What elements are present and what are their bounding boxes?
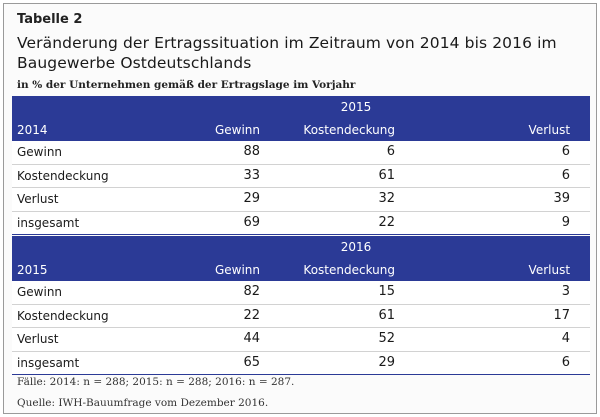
cell-value: 61 <box>280 164 415 189</box>
cell-value: 22 <box>160 304 280 329</box>
cell-value: 6 <box>415 350 591 376</box>
cell-value: 52 <box>280 327 415 352</box>
cell-value: 6 <box>280 141 415 165</box>
column-group-year: 2015 <box>12 96 591 118</box>
row-label: Verlust <box>12 327 160 352</box>
column-header-verlust: Verlust <box>415 258 591 281</box>
table-header-columns-row: 2015 Gewinn Kostendeckung Verlust <box>12 258 591 281</box>
transition-table-2014-2015: 2015 2014 Gewinn Kostendeckung Verlust G… <box>12 96 591 236</box>
table-header-year-row: 2015 <box>12 96 591 118</box>
table-total-row: insgesamt 65 29 6 <box>12 350 591 376</box>
transition-table-2015-2016: 2016 2015 Gewinn Kostendeckung Verlust G… <box>12 236 591 376</box>
column-header-gewinn: Gewinn <box>160 258 280 281</box>
cell-value: 82 <box>160 281 280 305</box>
cell-value: 4 <box>415 327 591 352</box>
table-row: Gewinn 88 6 6 <box>12 141 591 165</box>
table-header-columns-row: 2014 Gewinn Kostendeckung Verlust <box>12 118 591 141</box>
cell-value: 65 <box>160 350 280 376</box>
cell-value: 88 <box>160 141 280 165</box>
cell-value: 6 <box>415 164 591 189</box>
footnote-source: Quelle: IWH-Bauumfrage vom Dezember 2016… <box>17 397 269 409</box>
table-row: Verlust 29 32 39 <box>12 187 591 212</box>
table-row: Verlust 44 52 4 <box>12 327 591 352</box>
table-number-label: Tabelle 2 <box>17 12 83 27</box>
page-title: Veränderung der Ertragssituation im Zeit… <box>17 34 557 72</box>
table-card: Tabelle 2 Veränderung der Ertragssituati… <box>3 3 597 414</box>
cell-value: 32 <box>280 187 415 212</box>
column-header-gewinn: Gewinn <box>160 118 280 141</box>
cell-value: 33 <box>160 164 280 189</box>
cell-value: 69 <box>160 210 280 236</box>
table-row: Kostendeckung 22 61 17 <box>12 304 591 329</box>
table-header-year-row: 2016 <box>12 236 591 258</box>
cell-value: 44 <box>160 327 280 352</box>
cell-value: 39 <box>415 187 591 212</box>
cell-value: 15 <box>280 281 415 305</box>
row-label: insgesamt <box>12 210 160 236</box>
table-row: Kostendeckung 33 61 6 <box>12 164 591 189</box>
cell-value: 9 <box>415 210 591 236</box>
column-header-verlust: Verlust <box>415 118 591 141</box>
row-label: insgesamt <box>12 350 160 376</box>
row-label: Kostendeckung <box>12 164 160 189</box>
row-header-year: 2014 <box>12 118 160 141</box>
table-row: Gewinn 82 15 3 <box>12 281 591 305</box>
cell-value: 3 <box>415 281 591 305</box>
column-header-kostendeckung: Kostendeckung <box>280 258 415 281</box>
column-group-year: 2016 <box>12 236 591 258</box>
row-label: Gewinn <box>12 141 160 165</box>
row-label: Verlust <box>12 187 160 212</box>
cell-value: 29 <box>160 187 280 212</box>
row-label: Gewinn <box>12 281 160 305</box>
table-subtitle: in % der Unternehmen gemäß der Ertragsla… <box>17 79 356 91</box>
cell-value: 61 <box>280 304 415 329</box>
cell-value: 22 <box>280 210 415 236</box>
cell-value: 29 <box>280 350 415 376</box>
row-label: Kostendeckung <box>12 304 160 329</box>
table-total-row: insgesamt 69 22 9 <box>12 210 591 236</box>
cell-value: 6 <box>415 141 591 165</box>
column-header-kostendeckung: Kostendeckung <box>280 118 415 141</box>
row-header-year: 2015 <box>12 258 160 281</box>
footnote-cases: Fälle: 2014: n = 288; 2015: n = 288; 201… <box>17 376 295 388</box>
cell-value: 17 <box>415 304 591 329</box>
